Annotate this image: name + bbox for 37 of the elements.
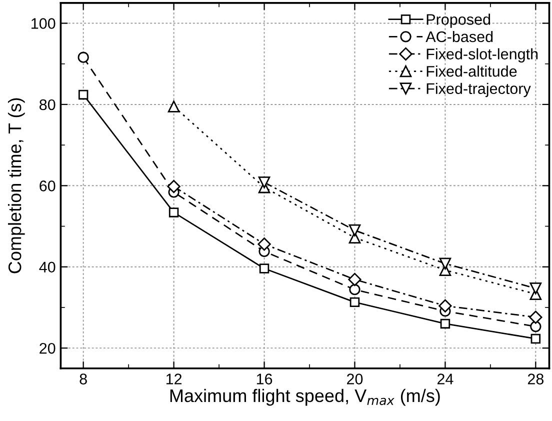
y-tick-label: 20 [40, 342, 56, 354]
point [168, 100, 180, 112]
point [529, 310, 542, 324]
y-tick-label: 80 [40, 99, 56, 110]
x-tick-label: 24 [437, 374, 454, 384]
x-tick-label: 20 [347, 374, 363, 384]
point [168, 208, 179, 218]
x-tick-label: 8 [80, 374, 87, 384]
x-axis-title: Maximum flight speed, V$_{max}$ (m/s) [170, 388, 440, 406]
point [349, 284, 360, 296]
y-axis-title: Completion time, T (s) [8, 98, 25, 274]
legend-label: Proposed [426, 14, 490, 28]
y-tick-label: 100 [32, 18, 56, 29]
point [530, 321, 542, 332]
point [530, 282, 542, 294]
point [167, 180, 180, 194]
point [258, 176, 270, 188]
legend-label: Fixed-slot-length [426, 48, 538, 62]
point [259, 264, 270, 274]
point [258, 238, 271, 251]
legend-label: Fixed-trajectory [426, 82, 531, 98]
point [348, 272, 362, 286]
x-tick-label: 28 [528, 374, 544, 384]
legend-label: Fixed-altitude [426, 66, 517, 77]
x-tick-label: 16 [256, 374, 272, 384]
y-tick-label: 40 [39, 262, 56, 273]
y-tick-label: 60 [40, 180, 56, 192]
point [440, 318, 450, 329]
point [350, 297, 360, 308]
point [439, 258, 452, 270]
point [348, 224, 361, 236]
point [438, 299, 452, 312]
point [78, 90, 88, 100]
x-tick-label: 12 [166, 374, 182, 384]
point [78, 52, 89, 63]
point [530, 334, 541, 344]
legend-label: AC-based [426, 30, 493, 42]
